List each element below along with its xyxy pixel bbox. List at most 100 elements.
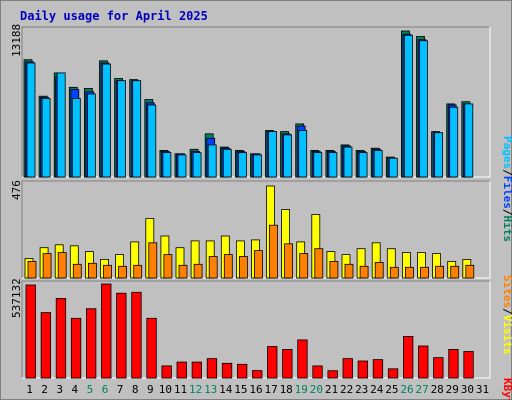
sites-bar (118, 265, 127, 279)
kbytes-bar (206, 358, 218, 379)
kbytes-bar (372, 359, 384, 379)
kbytes-bar (55, 297, 67, 379)
sites-bar (223, 254, 233, 279)
x-tick-label: 10 (159, 383, 172, 396)
kbytes-bar (176, 361, 187, 379)
kbytes-bars (25, 283, 474, 379)
sites-bar (450, 265, 460, 279)
pages-bar (207, 144, 217, 178)
pages-bar (87, 93, 96, 178)
x-tick-label: 31 (476, 383, 489, 396)
sites-bar (178, 264, 188, 279)
x-tick-label: 22 (340, 383, 353, 396)
x-tick-label: 24 (370, 383, 384, 396)
sites-bar (133, 264, 143, 279)
x-tick-label: 9 (147, 383, 154, 396)
x-tick-label: 21 (325, 383, 338, 396)
legend-sites: Sites (501, 275, 512, 308)
kbytes-bar (433, 357, 444, 379)
sites-bar (88, 262, 97, 279)
sites-bar (42, 253, 52, 279)
x-tick-label: 4 (71, 383, 78, 396)
sites-bar (269, 224, 278, 279)
pages-bar (222, 148, 232, 178)
kbytes-bar (463, 351, 474, 379)
legend-pages-files-hits: Pages/Files/Hits (501, 136, 512, 242)
pages-bar (449, 106, 459, 178)
legend-separator: / (501, 308, 512, 315)
x-tick-label: 27 (415, 383, 428, 396)
pages-bar (298, 130, 308, 178)
x-tick-label: 8 (132, 383, 139, 396)
pages-bar (313, 152, 323, 178)
pages-bar (434, 132, 444, 178)
visits-sites-bars (24, 185, 475, 279)
sites-bar (404, 266, 414, 279)
legend-files: Files (501, 176, 512, 209)
kbytes-bar (327, 370, 338, 379)
x-axis-labels: 1 2 3 4 5 6 7 8 9 10 11 12 13 14 15 16 17 18 19 20 21 22 23 24 2… (26, 383, 489, 396)
legend-sites-visits: Sites/Visits (501, 275, 512, 355)
pages-bar (358, 152, 368, 178)
sites-bar (72, 263, 82, 279)
kbytes-bar (342, 358, 353, 379)
x-tick-label: 2 (41, 383, 48, 396)
x-tick-label: 13 (204, 383, 217, 396)
kbytes-bar (357, 360, 369, 379)
pages-bar (464, 103, 474, 178)
x-tick-label: 3 (56, 383, 63, 396)
kbytes-bar (40, 312, 51, 379)
kbytes-bar (221, 362, 233, 379)
x-tick-label: 16 (249, 383, 262, 396)
pages-bar (162, 152, 172, 178)
x-tick-label: 26 (400, 383, 413, 396)
x-tick-label: 6 (102, 383, 109, 396)
legend-kbytes-label: KBytes (501, 378, 512, 400)
sites-bar (359, 265, 369, 279)
chart-title: Daily usage for April 2025 (20, 9, 208, 23)
kbytes-bar (267, 346, 278, 379)
x-tick-label: 28 (431, 383, 444, 396)
pages-bar (268, 131, 277, 178)
x-tick-label: 11 (174, 383, 187, 396)
x-tick-label: 29 (446, 383, 459, 396)
pages-bar (132, 80, 142, 178)
x-tick-label: 23 (355, 383, 368, 396)
x-tick-label: 15 (234, 383, 247, 396)
sites-bar (254, 250, 263, 279)
kbytes-bar (312, 365, 323, 379)
kbytes-bar (146, 317, 157, 379)
sites-bar (420, 266, 429, 279)
kbytes-bar (161, 365, 172, 379)
x-tick-label: 20 (310, 383, 323, 396)
sites-bar (374, 261, 384, 279)
sites-bar (148, 242, 158, 279)
kbytes-bar (101, 283, 112, 379)
x-tick-label: 17 (264, 383, 277, 396)
legend-visits: Visits (501, 315, 512, 355)
kbytes-bar (191, 361, 203, 379)
sites-bar (284, 243, 294, 279)
visits-max-label: 476 (10, 180, 23, 200)
sites-bar (208, 256, 218, 279)
x-tick-label: 7 (117, 383, 124, 396)
x-tick-label: 30 (461, 383, 474, 396)
pages-bar (328, 152, 338, 178)
legend-hits: Hits (501, 216, 512, 243)
sites-bar (193, 263, 203, 279)
pages-bar (403, 34, 413, 178)
pages-bar (192, 152, 202, 178)
pages-bar (102, 63, 111, 178)
panel-border-shadow (21, 280, 490, 378)
kbytes-bar (25, 284, 36, 379)
sites-bar (344, 263, 354, 279)
pages-bar (41, 98, 51, 178)
hits-max-label: 13188 (10, 24, 23, 57)
legend-separator: / (501, 169, 512, 176)
sites-bar (435, 265, 445, 279)
sites-bar (465, 264, 475, 279)
sites-bar (299, 253, 309, 279)
pages-bar (253, 154, 262, 178)
x-tick-label: 5 (87, 383, 94, 396)
